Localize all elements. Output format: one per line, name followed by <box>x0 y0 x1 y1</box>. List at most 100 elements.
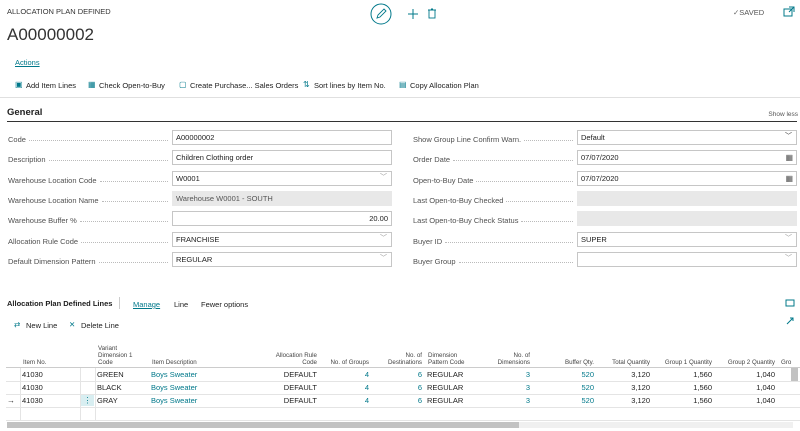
column-header[interactable]: Item No. <box>20 338 80 367</box>
v-scroll[interactable] <box>791 368 798 381</box>
grid-cell[interactable]: 520 <box>535 368 594 381</box>
leader <box>459 262 573 263</box>
field-input[interactable]: 07/07/2020▦ <box>577 150 797 165</box>
field-value: W0001 <box>176 174 200 183</box>
field-input[interactable]: FRANCHISE﹀ <box>172 232 392 247</box>
action-button[interactable]: Check Open-to-Buy <box>99 81 165 90</box>
action-icon[interactable]: ▣ <box>15 80 23 89</box>
grid-cell[interactable]: 6 <box>374 368 422 381</box>
separator <box>119 297 120 309</box>
toolbar-icons[interactable] <box>370 3 445 27</box>
header-text: Item Description <box>152 359 262 366</box>
grid-cell: 3,120 <box>599 368 650 381</box>
grid-cell[interactable]: 3 <box>482 394 530 407</box>
action-icon[interactable]: ▦ <box>88 80 96 89</box>
action-icon[interactable]: ▤ <box>399 80 407 89</box>
column-header[interactable]: Gro <box>778 338 800 367</box>
grid-cell[interactable]: 4 <box>322 394 369 407</box>
column-header[interactable]: Item Description <box>149 338 265 367</box>
column-header[interactable]: No. of Destinations <box>372 338 425 367</box>
action-button[interactable]: Create Purchase... Sales Orders <box>190 81 298 90</box>
column-header[interactable]: Group 1 Quantity <box>653 338 715 367</box>
field-input <box>577 191 797 206</box>
section-rule <box>7 121 797 122</box>
column-header[interactable]: Group 2 Quantity <box>715 338 778 367</box>
grid-cell[interactable]: 520 <box>535 381 594 394</box>
action-button[interactable]: Sort lines by Item No. <box>314 81 386 90</box>
tab[interactable]: Line <box>174 300 188 309</box>
column-header[interactable]: Allocation Rule Code <box>265 338 320 367</box>
column-header[interactable]: Total Quantity <box>597 338 653 367</box>
line-action-icon[interactable]: ⇄ <box>14 320 20 329</box>
grid-cell[interactable]: Boys Sweater <box>151 368 262 381</box>
field-input[interactable]: 07/07/2020 ▦ <box>577 171 797 186</box>
field-value: A00000002 <box>176 133 214 142</box>
saved-status: ✓SAVED <box>733 8 764 17</box>
grid-cell[interactable]: 6 <box>374 381 422 394</box>
line-action[interactable]: Delete Line <box>81 321 119 330</box>
leader <box>445 242 573 243</box>
grid-cell[interactable]: Boys Sweater <box>151 394 262 407</box>
field-value: Children Clothing order <box>176 153 253 162</box>
leader <box>80 221 168 222</box>
grid-cell[interactable]: 520 <box>535 394 594 407</box>
field-input[interactable]: W0001 ﹀ <box>172 171 392 186</box>
field-value: 07/07/2020 <box>581 174 619 183</box>
chevron[interactable]: ﹀ <box>380 252 387 265</box>
grid-cell: 1,040 <box>717 394 775 407</box>
field-label: Default Dimension Pattern <box>8 253 172 266</box>
chevron[interactable]: ﹀ <box>380 171 387 184</box>
tab[interactable]: Manage <box>133 300 160 309</box>
field-label: Buyer ID <box>413 233 577 246</box>
grid-cell: GREEN <box>97 368 146 381</box>
action-icon[interactable]: ⇅ <box>303 80 310 89</box>
field-input[interactable]: SUPER﹀ <box>577 232 797 247</box>
column-header[interactable]: Dimension Pattern Code <box>425 338 480 367</box>
field-input[interactable]: Default﹀ <box>577 130 797 145</box>
cell-rule <box>80 381 81 394</box>
row-menu[interactable]: ⋮ <box>81 395 94 406</box>
cell-rule <box>20 394 21 407</box>
header-text: Buffer Qty. <box>533 359 594 366</box>
action-button[interactable]: Copy Allocation Plan <box>410 81 479 90</box>
field-label: Description <box>8 151 172 164</box>
show-less[interactable]: Show less <box>768 111 798 118</box>
chevron[interactable]: ﹀ <box>785 232 792 245</box>
row-rule <box>6 420 800 421</box>
scrollbar-thumb[interactable] <box>7 422 519 428</box>
column-header[interactable]: No. of Groups <box>320 338 372 367</box>
chevron[interactable]: ﹀ <box>785 130 792 143</box>
leader <box>524 140 573 141</box>
column-header[interactable]: Buffer Qty. <box>533 338 597 367</box>
chevron[interactable]: ﹀ <box>380 232 387 245</box>
grid-cell[interactable]: 3 <box>482 381 530 394</box>
grid-cell[interactable]: 3 <box>482 368 530 381</box>
pane-icons[interactable] <box>785 298 797 328</box>
action-button[interactable]: Add Item Lines <box>26 81 76 90</box>
open-icon[interactable] <box>783 6 795 18</box>
column-header[interactable]: Variant Dimension 1 Code <box>95 338 149 367</box>
lines-title: Allocation Plan Defined Lines <box>7 299 112 308</box>
grid-cell[interactable]: 6 <box>374 394 422 407</box>
calendar[interactable]: ▦ <box>785 151 793 164</box>
field-input[interactable]: 20.00 <box>172 211 392 226</box>
calendar[interactable]: ▦ <box>785 172 793 185</box>
grid-cell[interactable]: 4 <box>322 381 369 394</box>
header-text: Total Quantity <box>597 359 650 366</box>
action-icon[interactable]: ▢ <box>179 80 187 89</box>
field-input[interactable]: ﹀ <box>577 252 797 267</box>
line-action-icon[interactable]: ✕ <box>69 320 75 329</box>
chevron[interactable]: ﹀ <box>785 252 792 265</box>
field-input[interactable]: Children Clothing order <box>172 150 392 165</box>
tab[interactable]: Fewer options <box>201 300 248 309</box>
grid-cell[interactable]: 4 <box>322 368 369 381</box>
field-input[interactable]: A00000002 <box>172 130 392 145</box>
line-action[interactable]: New Line <box>26 321 57 330</box>
section-title: General <box>7 107 42 118</box>
field-input[interactable]: REGULAR﹀ <box>172 252 392 267</box>
row-rule <box>6 407 800 408</box>
grid-cell[interactable]: Boys Sweater <box>151 381 262 394</box>
actions-tab[interactable]: Actions <box>15 58 40 67</box>
column-header[interactable]: No. of Dimensions <box>480 338 533 367</box>
